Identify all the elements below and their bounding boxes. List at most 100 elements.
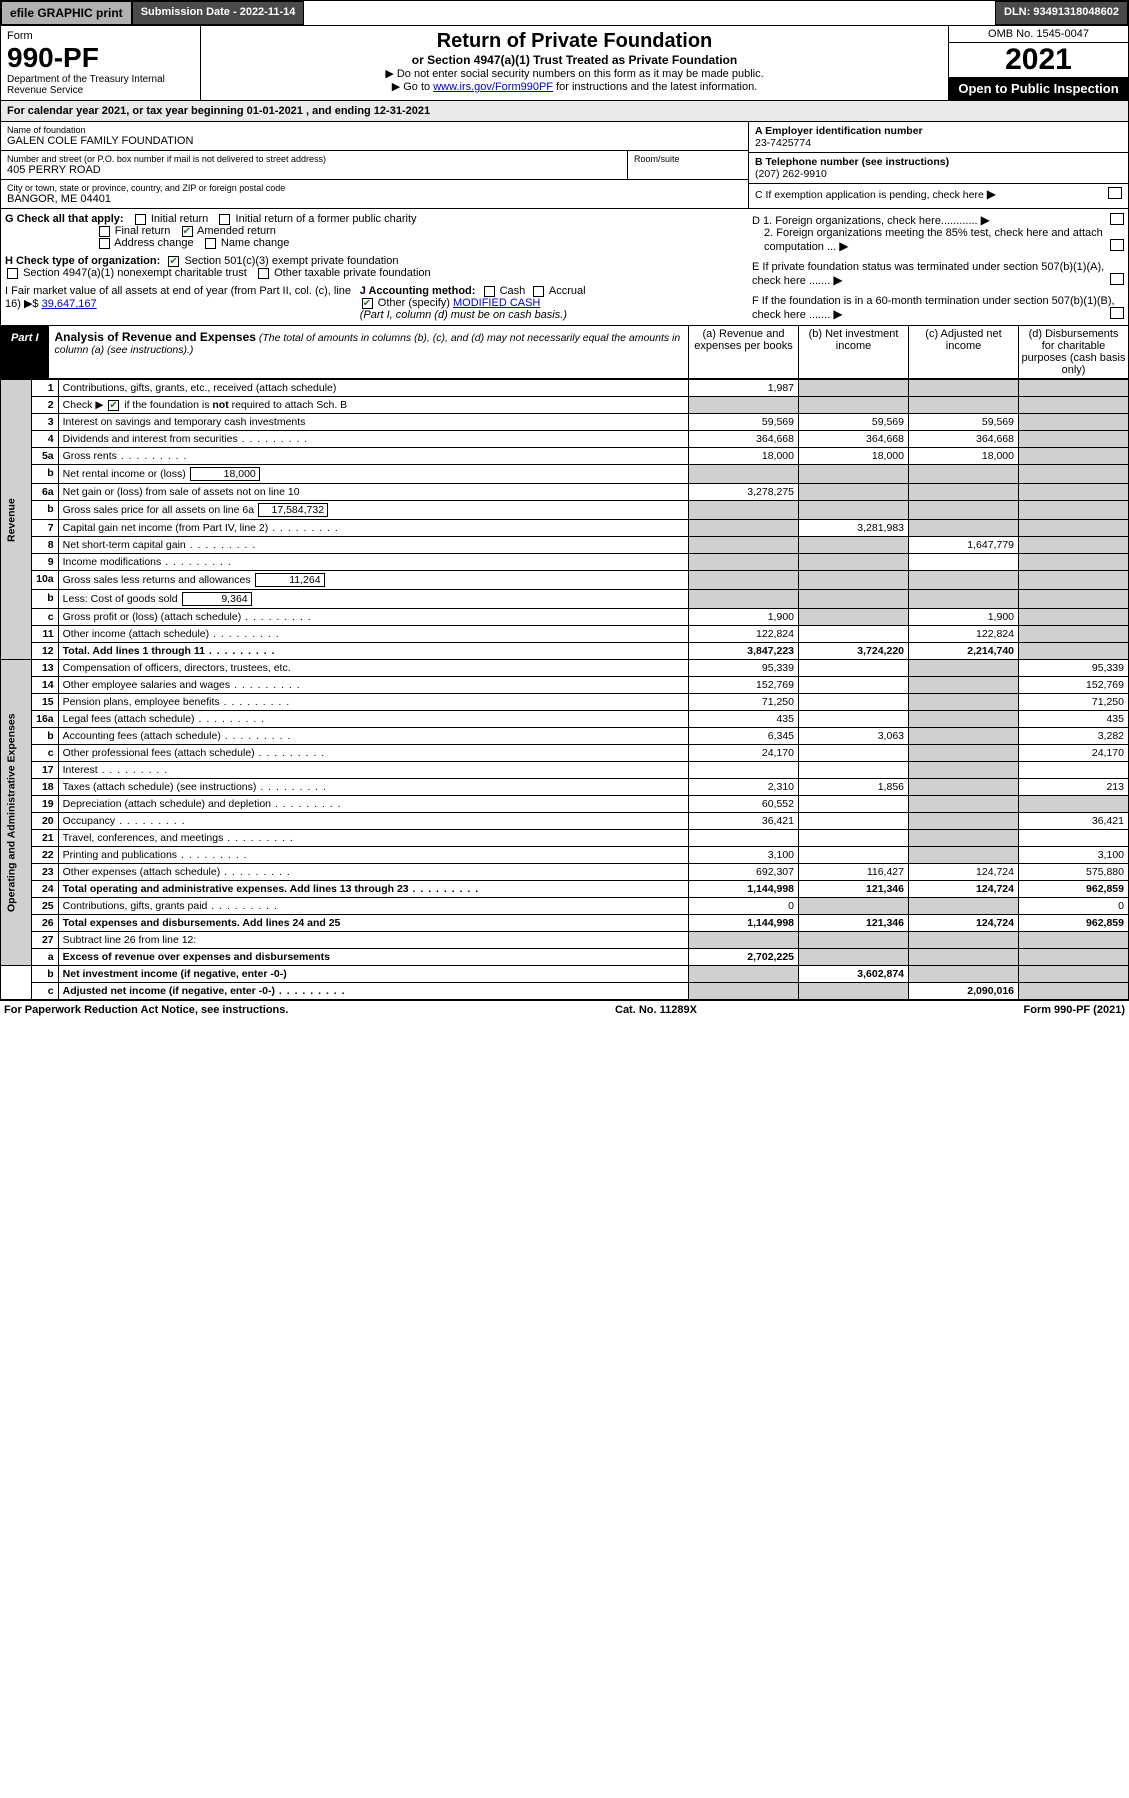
table-row: 5aGross rents18,00018,00018,000 [1, 448, 1129, 465]
part1-title: Analysis of Revenue and Expenses [55, 330, 256, 344]
calendar-year-row: For calendar year 2021, or tax year begi… [0, 101, 1129, 122]
other-taxable-cb[interactable] [258, 268, 269, 279]
table-row: 4Dividends and interest from securities3… [1, 431, 1129, 448]
form-ref: Form 990-PF (2021) [1024, 1004, 1125, 1016]
col-d-hdr: (d) Disbursements for charitable purpose… [1018, 326, 1128, 378]
paperwork-notice: For Paperwork Reduction Act Notice, see … [4, 1004, 288, 1016]
table-row: 26Total expenses and disbursements. Add … [1, 915, 1129, 932]
addr-label: Number and street (or P.O. box number if… [7, 154, 621, 164]
table-row: 10aGross sales less returns and allowanc… [1, 571, 1129, 590]
501c3-cb[interactable] [168, 256, 179, 267]
table-row: bLess: Cost of goods sold9,364 [1, 590, 1129, 609]
table-row: 9Income modifications [1, 554, 1129, 571]
submission-date: Submission Date - 2022-11-14 [132, 1, 305, 25]
f-row: F If the foundation is in a 60-month ter… [752, 295, 1124, 321]
check-sections: G Check all that apply: Initial return I… [0, 209, 1129, 326]
table-row: aExcess of revenue over expenses and dis… [1, 949, 1129, 966]
table-row: Operating and Administrative Expenses 13… [1, 660, 1129, 677]
table-row: 21Travel, conferences, and meetings [1, 830, 1129, 847]
efile-print-button[interactable]: efile GRAPHIC print [1, 1, 132, 25]
table-row: bGross sales price for all assets on lin… [1, 501, 1129, 520]
c-checkbox[interactable] [1108, 187, 1122, 199]
g-row: G Check all that apply: Initial return I… [5, 213, 744, 249]
street-address: 405 PERRY ROAD [7, 164, 621, 176]
irs-link[interactable]: www.irs.gov/Form990PF [433, 81, 553, 93]
goto-note: ▶ Go to www.irs.gov/Form990PF for instru… [207, 80, 942, 93]
name-label: Name of foundation [7, 125, 742, 135]
accrual-cb[interactable] [533, 286, 544, 297]
table-row: 15Pension plans, employee benefits71,250… [1, 694, 1129, 711]
schb-cb[interactable] [108, 400, 119, 411]
col-b-hdr: (b) Net investment income [798, 326, 908, 378]
dept-label: Department of the Treasury Internal Reve… [7, 74, 194, 96]
part1-col-d-note: (Part I, column (d) must be on cash basi… [360, 309, 567, 321]
table-row: 18Taxes (attach schedule) (see instructi… [1, 779, 1129, 796]
e-checkbox[interactable] [1110, 273, 1124, 285]
table-row: 2Check ▶ if the foundation is not requir… [1, 397, 1129, 414]
table-row: 19Depreciation (attach schedule) and dep… [1, 796, 1129, 813]
d1-row: D 1. Foreign organizations, check here..… [752, 213, 1124, 227]
d1-checkbox[interactable] [1110, 213, 1124, 225]
d2-row: 2. Foreign organizations meeting the 85%… [752, 227, 1124, 253]
table-row: 3Interest on savings and temporary cash … [1, 414, 1129, 431]
i-row: I Fair market value of all assets at end… [5, 285, 360, 321]
table-row: 20Occupancy36,42136,421 [1, 813, 1129, 830]
table-row: 7Capital gain net income (from Part IV, … [1, 520, 1129, 537]
phone: (207) 262-9910 [755, 168, 827, 180]
table-row: bAccounting fees (attach schedule)6,3453… [1, 728, 1129, 745]
revenue-side-label: Revenue [1, 380, 32, 660]
table-row: 25Contributions, gifts, grants paid00 [1, 898, 1129, 915]
table-row: 16aLegal fees (attach schedule)435435 [1, 711, 1129, 728]
city-state-zip: BANGOR, ME 04401 [7, 193, 742, 205]
room-suite-label: Room/suite [628, 151, 748, 179]
addr-change-cb[interactable] [99, 238, 110, 249]
table-row: 27Subtract line 26 from line 12: [1, 932, 1129, 949]
form-header: Form 990-PF Department of the Treasury I… [0, 26, 1129, 101]
final-return-cb[interactable] [99, 226, 110, 237]
10a-box: 11,264 [255, 573, 325, 587]
exemption-pending: C If exemption application is pending, c… [755, 189, 984, 201]
city-label: City or town, state or province, country… [7, 183, 742, 193]
other-method-cb[interactable] [362, 298, 373, 309]
table-row: 17Interest [1, 762, 1129, 779]
foundation-name: GALEN COLE FAMILY FOUNDATION [7, 135, 742, 147]
j-row: J Accounting method: Cash Accrual Other … [360, 285, 744, 321]
ssn-note: ▶ Do not enter social security numbers o… [207, 67, 942, 80]
form-number: 990-PF [7, 42, 194, 74]
col-c-hdr: (c) Adjusted net income [908, 326, 1018, 378]
table-row: bNet investment income (if negative, ent… [1, 966, 1129, 983]
table-row: 24Total operating and administrative exp… [1, 881, 1129, 898]
table-row: cOther professional fees (attach schedul… [1, 745, 1129, 762]
table-row: cAdjusted net income (if negative, enter… [1, 983, 1129, 1000]
col-a-hdr: (a) Revenue and expenses per books [688, 326, 798, 378]
table-row: 11Other income (attach schedule)122,8241… [1, 626, 1129, 643]
table-row: bNet rental income or (loss)18,000 [1, 465, 1129, 484]
name-change-cb[interactable] [205, 238, 216, 249]
expenses-side-label: Operating and Administrative Expenses [1, 660, 32, 966]
h-row: H Check type of organization: Section 50… [5, 255, 744, 279]
page-footer: For Paperwork Reduction Act Notice, see … [0, 1000, 1129, 1019]
cash-cb[interactable] [484, 286, 495, 297]
d2-checkbox[interactable] [1110, 239, 1124, 251]
form-subtitle: or Section 4947(a)(1) Trust Treated as P… [207, 53, 942, 67]
table-row: cGross profit or (loss) (attach schedule… [1, 609, 1129, 626]
5b-box: 18,000 [190, 467, 260, 481]
part1-table: Revenue 1Contributions, gifts, grants, e… [0, 379, 1129, 1000]
dln: DLN: 93491318048602 [995, 1, 1128, 25]
initial-return-cb[interactable] [135, 214, 146, 225]
amended-return-cb[interactable] [182, 226, 193, 237]
tax-year: 2021 [949, 43, 1128, 77]
part1-header: Part I Analysis of Revenue and Expenses … [0, 326, 1129, 379]
ein-label: A Employer identification number [755, 125, 923, 137]
4947-cb[interactable] [7, 268, 18, 279]
part1-badge: Part I [1, 326, 49, 378]
f-checkbox[interactable] [1110, 307, 1124, 319]
phone-label: B Telephone number (see instructions) [755, 156, 949, 168]
table-row: 8Net short-term capital gain1,647,779 [1, 537, 1129, 554]
e-row: E If private foundation status was termi… [752, 261, 1124, 287]
ein: 23-7425774 [755, 137, 811, 149]
initial-former-cb[interactable] [219, 214, 230, 225]
form-title: Return of Private Foundation [207, 30, 942, 53]
table-row: 23Other expenses (attach schedule)692,30… [1, 864, 1129, 881]
other-method-val: MODIFIED CASH [453, 297, 540, 309]
